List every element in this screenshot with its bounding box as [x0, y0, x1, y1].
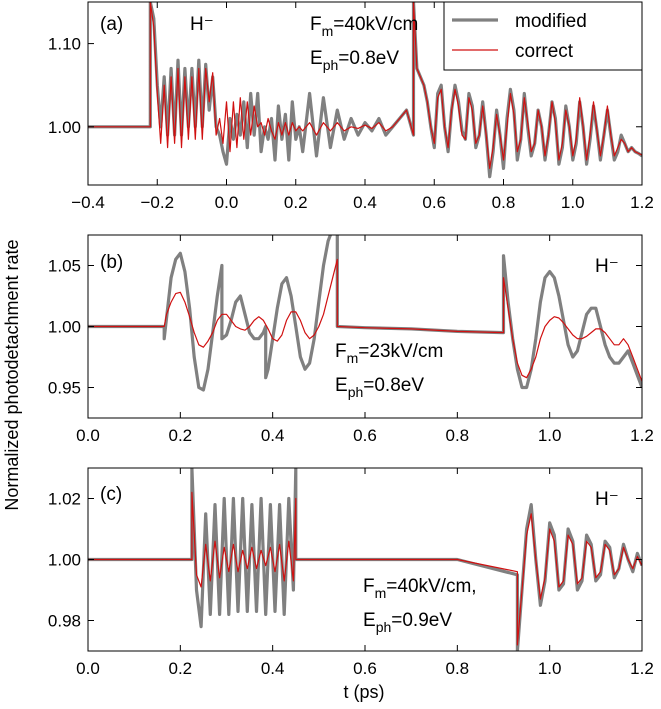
x-tick-label: −0.2 [140, 193, 174, 212]
field-annotation: Fm=40kV/cm [310, 14, 418, 39]
x-tick-label: 1.2 [630, 659, 654, 678]
panels-group: −0.4 −0.2 0.0 0.2 0.4 0.6 0.8 1.0 1.2 1.00 1.10 (a)… [48, 1, 654, 678]
panel-b: 0.0 0.2 0.4 0.6 0.8 1.0 1.2 0.95 1.00 1.05 (b) H⁻ Fm… [48, 234, 654, 445]
x-tick-label: 0.6 [353, 426, 377, 445]
panel-label: (c) [100, 484, 122, 505]
y-tick-label: 1.10 [48, 35, 81, 54]
y-tick-label: 1.00 [48, 118, 81, 137]
x-tick-label: 0.4 [261, 659, 285, 678]
photon-energy-annotation: Eph=0.8eV [335, 375, 424, 400]
x-tick-label: −0.4 [71, 193, 105, 212]
series-line-correct [88, 2, 642, 169]
x-tick-label: 0.0 [215, 193, 239, 212]
y-tick-label: 1.02 [48, 490, 81, 509]
field-annotation: Fm=40kV/cm, [363, 576, 477, 601]
y-axis-title: Normalized photodetachment rate [2, 239, 22, 510]
legend-label-correct: correct [515, 41, 574, 62]
x-tick-label: 0.2 [169, 659, 193, 678]
ion-label: H⁻ [595, 256, 619, 277]
x-tick-label: 1.0 [561, 193, 585, 212]
y-tick-label: 0.95 [48, 379, 81, 398]
field-annotation: Fm=23kV/cm [335, 341, 443, 366]
panel-label: (b) [100, 252, 123, 273]
x-tick-label: 0.6 [422, 193, 446, 212]
y-tick-label: 1.00 [48, 551, 81, 570]
x-tick-label: 1.0 [538, 426, 562, 445]
x-tick-label: 0.8 [492, 193, 516, 212]
legend-label-modified: modified [515, 11, 587, 32]
series-line-correct [88, 258, 642, 382]
series-line-modified [88, 235, 642, 392]
x-tick-label: 0.6 [353, 659, 377, 678]
x-axis-title: t (ps) [343, 682, 384, 702]
ion-label: H⁻ [595, 489, 619, 510]
x-tick-label: 0.0 [76, 426, 100, 445]
ion-label: H⁻ [190, 14, 214, 35]
photon-energy-annotation: Eph=0.8eV [310, 48, 399, 73]
x-tick-label: 0.4 [353, 193, 377, 212]
x-tick-label: 0.2 [284, 193, 308, 212]
x-tick-label: 1.2 [630, 426, 654, 445]
x-tick-label: 0.2 [169, 426, 193, 445]
x-tick-label: 0.8 [446, 426, 470, 445]
x-tick-label: 1.0 [538, 659, 562, 678]
panel-label: (a) [100, 14, 123, 35]
panel-a: −0.4 −0.2 0.0 0.2 0.4 0.6 0.8 1.0 1.2 1.00 1.10 (a)… [48, 1, 654, 212]
x-tick-label: 0.8 [446, 659, 470, 678]
y-tick-label: 1.00 [48, 318, 81, 337]
x-tick-label: 1.2 [630, 193, 654, 212]
x-tick-label: 0.0 [76, 659, 100, 678]
legend-box [443, 1, 643, 71]
photon-energy-annotation: Eph=0.9eV [363, 610, 452, 635]
legend: modified correct [443, 1, 643, 71]
y-tick-label: 0.98 [48, 612, 81, 631]
series-line-correct [88, 491, 642, 646]
panel-c: 0.0 0.2 0.4 0.6 0.8 1.0 1.2 0.98 1.00 1.02 (c) H⁻ Fm… [48, 467, 654, 678]
y-tick-label: 1.05 [48, 257, 81, 276]
x-tick-label: 0.4 [261, 426, 285, 445]
